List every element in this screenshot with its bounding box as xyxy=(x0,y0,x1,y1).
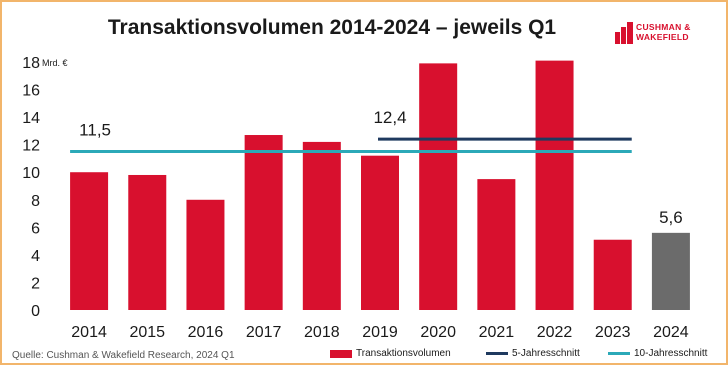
x-tick-label: 2019 xyxy=(362,324,398,341)
x-tick-label: 2016 xyxy=(188,324,224,341)
bar-2014 xyxy=(70,172,109,310)
x-tick-label: 2024 xyxy=(653,324,689,341)
bar-2020 xyxy=(419,63,458,310)
bar-2021 xyxy=(477,179,516,310)
bar-2024 xyxy=(651,232,690,310)
y-tick-label: 0 xyxy=(31,303,40,320)
y-axis-unit: Mrd. € xyxy=(42,58,68,68)
legend-item-10yr: 10-Jahresschnitt xyxy=(608,348,707,359)
source-note: Quelle: Cushman & Wakefield Research, 20… xyxy=(12,350,235,361)
legend-label-volume: Transaktionsvolumen xyxy=(356,348,451,359)
x-tick-label: 2014 xyxy=(71,324,107,341)
x-tick-label: 2021 xyxy=(479,324,515,341)
y-tick-label: 14 xyxy=(22,110,40,127)
y-tick-label: 18 xyxy=(22,55,40,72)
bar-2023 xyxy=(593,239,632,310)
logo-line-1: CUSHMAN & xyxy=(636,22,691,32)
bar-2015 xyxy=(128,174,167,310)
bar-2019 xyxy=(361,155,399,310)
legend-label-10yr: 10-Jahresschnitt xyxy=(634,348,708,359)
bar-2018 xyxy=(302,141,341,310)
legend-item-volume: Transaktionsvolumen xyxy=(330,348,451,359)
data-label-10-year-average: 11,5 xyxy=(79,121,111,140)
data-label-5-year-average: 12,4 xyxy=(373,108,406,127)
y-tick-label: 4 xyxy=(31,248,40,265)
bar-2022 xyxy=(535,60,574,310)
y-tick-label: 12 xyxy=(22,138,40,155)
logo-mark-icon xyxy=(615,22,633,44)
legend-swatch-volume xyxy=(330,349,352,358)
data-label-2024: 5,6 xyxy=(659,208,683,227)
x-tick-label: 2018 xyxy=(304,324,340,341)
y-tick-label: 10 xyxy=(22,165,40,182)
chart-title: Transaktionsvolumen 2014-2024 – jeweils … xyxy=(107,16,557,39)
legend-swatch-5yr xyxy=(486,352,508,355)
bar-2016 xyxy=(186,199,225,310)
legend-swatch-10yr xyxy=(608,352,630,355)
y-tick-label: 8 xyxy=(31,193,40,210)
legend-item-5yr: 5-Jahresschnitt xyxy=(486,348,580,359)
bar-2017 xyxy=(244,135,283,310)
cushman-wakefield-logo: CUSHMAN & WAKEFIELD xyxy=(614,22,714,50)
logo-text: CUSHMAN & WAKEFIELD xyxy=(636,22,691,42)
x-tick-label: 2022 xyxy=(537,324,573,341)
x-tick-label: 2015 xyxy=(129,324,165,341)
y-tick-label: 6 xyxy=(31,220,40,237)
x-tick-label: 2020 xyxy=(420,324,456,341)
logo-line-2: WAKEFIELD xyxy=(636,32,689,42)
y-tick-label: 2 xyxy=(31,275,40,292)
legend-label-5yr: 5-Jahresschnitt xyxy=(512,348,580,359)
x-tick-label: 2023 xyxy=(595,324,631,341)
y-tick-label: 16 xyxy=(22,83,40,100)
x-tick-label: 2017 xyxy=(246,324,282,341)
